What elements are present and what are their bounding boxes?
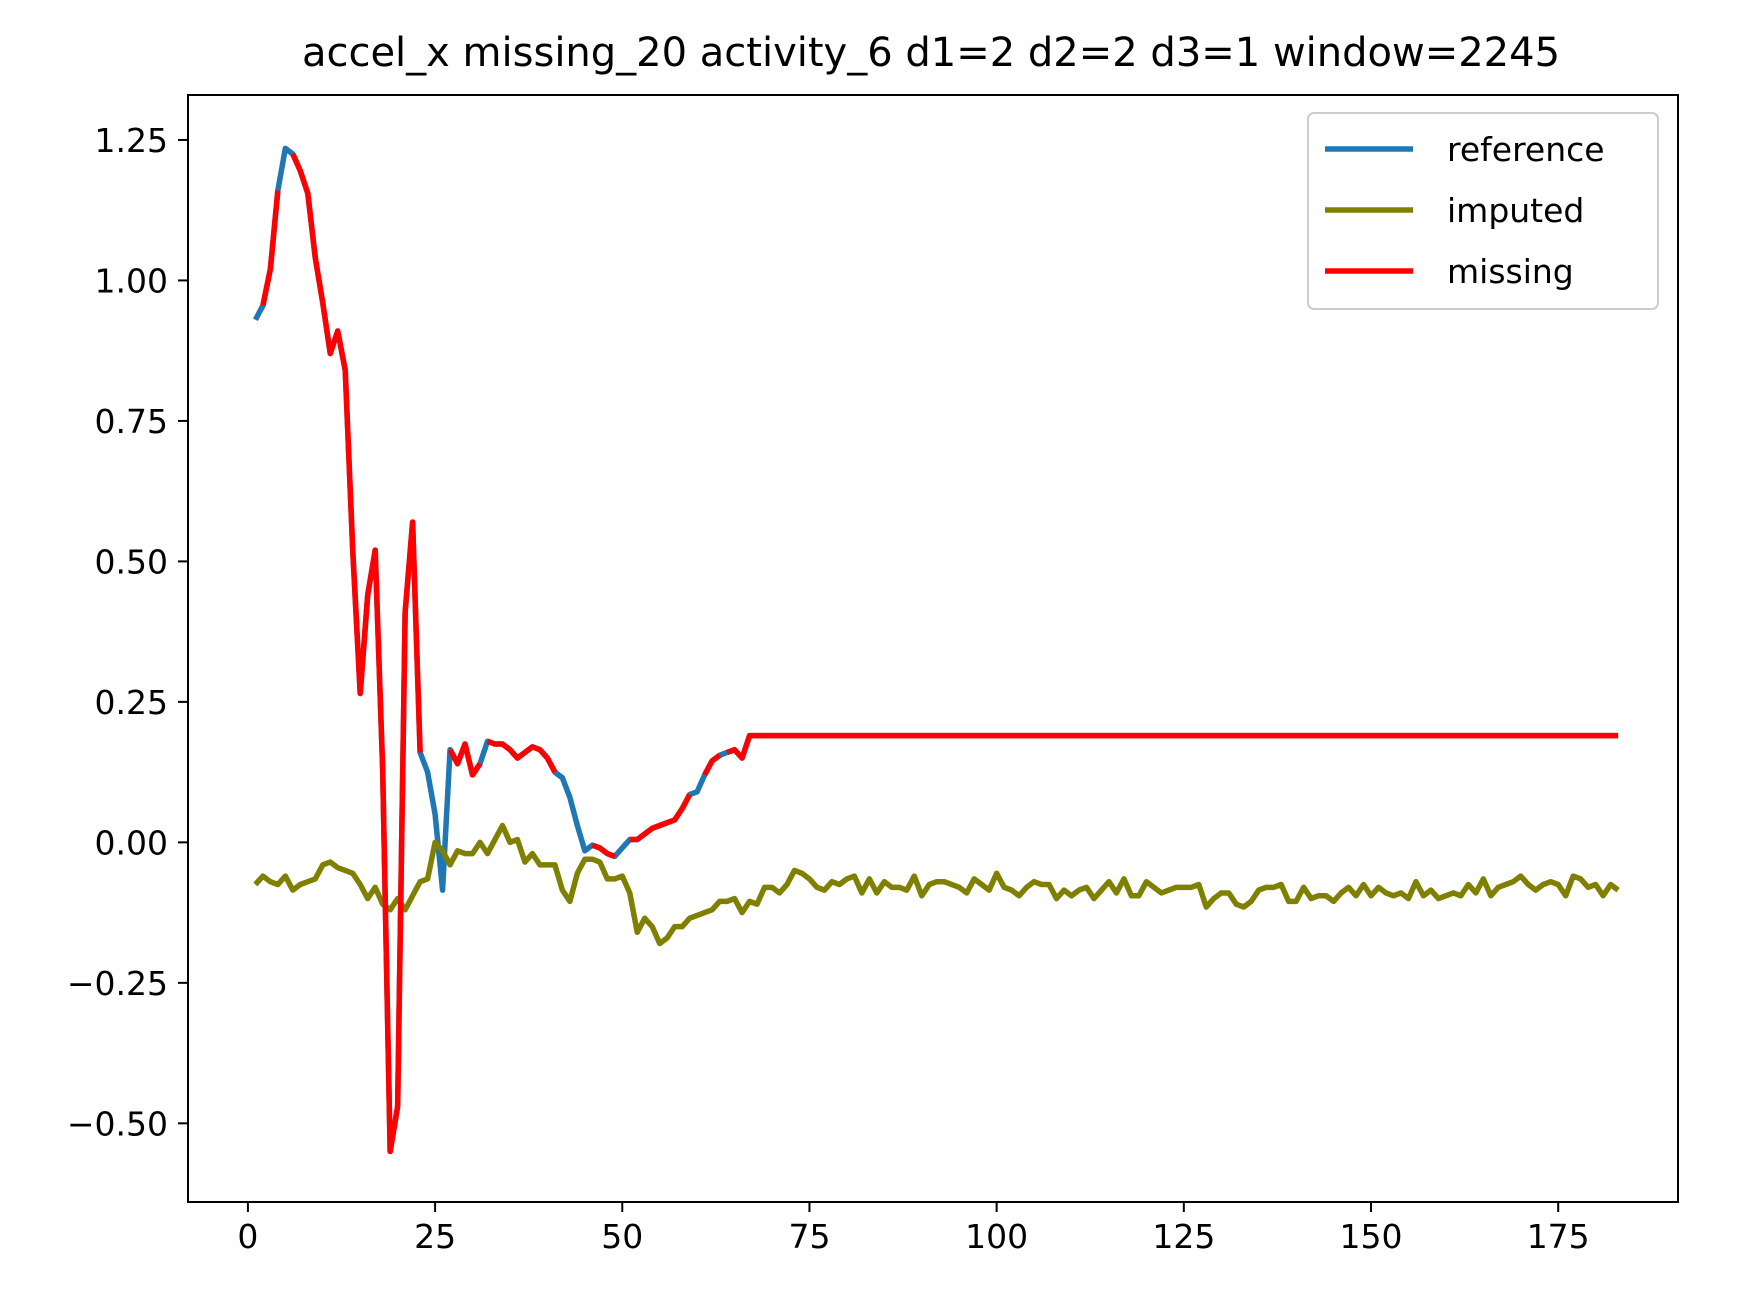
- x-tick-label: 100: [965, 1217, 1028, 1256]
- x-tick-label: 175: [1527, 1217, 1590, 1256]
- series-line-missing-segment: [702, 753, 722, 777]
- plot-area: [187, 94, 1679, 1203]
- y-tick-label: 0.50: [95, 542, 168, 581]
- legend: reference imputed missing: [1307, 112, 1659, 310]
- series-line-missing-segment: [290, 152, 423, 1155]
- y-tick-label: 0.00: [95, 823, 168, 862]
- legend-frame: [1307, 112, 1659, 310]
- y-tick-label: −0.50: [67, 1104, 168, 1143]
- legend-label-reference: reference: [1447, 130, 1605, 169]
- series-line-missing-segment: [629, 793, 693, 843]
- series-line-missing-segment: [447, 741, 483, 778]
- legend-label-missing: missing: [1447, 252, 1574, 291]
- y-tick-label: 0.25: [95, 683, 168, 722]
- legend-label-imputed: imputed: [1447, 191, 1584, 230]
- x-axis: 0 25 50 75 100 125 150 175: [237, 1202, 1590, 1256]
- x-tick-label: 75: [788, 1217, 830, 1256]
- plot-frame: [187, 94, 1679, 1203]
- chart-title: accel_x missing_20 activity_6 d1=2 d2=2 …: [302, 30, 1560, 76]
- x-tick-label: 50: [601, 1217, 643, 1256]
- y-tick-label: 0.75: [95, 402, 168, 441]
- y-tick-label: 1.25: [95, 121, 168, 160]
- y-tick-label: 1.00: [95, 261, 168, 300]
- y-axis: −0.50 −0.25 0.00 0.25 0.50 0.75 1.00 1.25: [67, 121, 188, 1143]
- series-layer: [252, 145, 1620, 1155]
- series-line-missing-segment: [726, 732, 1619, 761]
- series-line-missing-segment: [260, 190, 281, 307]
- x-tick-label: 25: [414, 1217, 456, 1256]
- series-line-imputed: [253, 822, 1620, 947]
- x-tick-label: 125: [1152, 1217, 1215, 1256]
- y-tick-label: −0.25: [67, 964, 168, 1003]
- x-tick-label: 150: [1340, 1217, 1403, 1256]
- x-tick-label: 0: [237, 1217, 258, 1256]
- series-line-missing-segment: [591, 842, 616, 859]
- series-line-missing-segment: [486, 738, 558, 774]
